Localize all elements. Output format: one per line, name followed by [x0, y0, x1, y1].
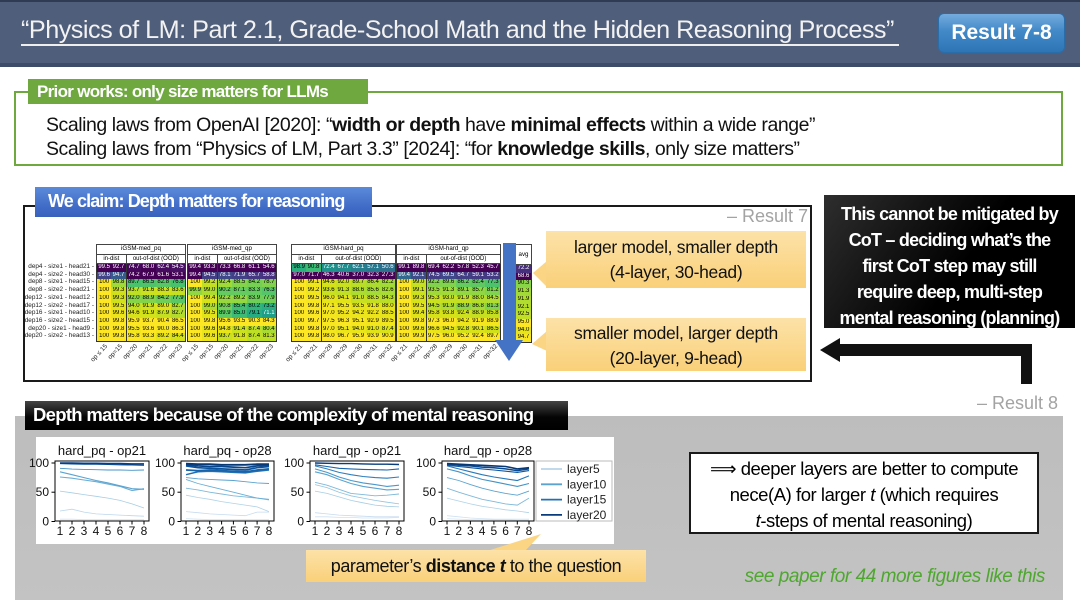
svg-text:3: 3	[467, 524, 474, 538]
svg-text:6: 6	[372, 524, 379, 538]
svg-text:7: 7	[129, 524, 136, 538]
svg-text:1: 1	[312, 524, 319, 538]
svg-text:6: 6	[242, 524, 249, 538]
svg-text:7: 7	[384, 524, 391, 538]
svg-text:2: 2	[455, 524, 462, 538]
svg-text:2: 2	[324, 524, 331, 538]
svg-text:7: 7	[514, 524, 521, 538]
svg-text:4: 4	[218, 524, 225, 538]
svg-text:layer15: layer15	[567, 493, 607, 507]
svg-text:50: 50	[291, 485, 305, 499]
svg-text:6: 6	[502, 524, 509, 538]
svg-text:layer20: layer20	[567, 508, 607, 522]
svg-text:100: 100	[416, 456, 436, 470]
svg-text:3: 3	[336, 524, 343, 538]
svg-text:50: 50	[36, 485, 50, 499]
svg-text:0: 0	[42, 515, 49, 529]
svg-text:100: 100	[155, 456, 175, 470]
svg-text:50: 50	[162, 485, 176, 499]
svg-text:100: 100	[284, 456, 304, 470]
svg-text:8: 8	[526, 524, 533, 538]
svg-text:0: 0	[297, 515, 304, 529]
svg-text:5: 5	[230, 524, 237, 538]
svg-text:8: 8	[396, 524, 403, 538]
svg-text:100: 100	[29, 456, 49, 470]
svg-text:0: 0	[429, 515, 436, 529]
svg-text:8: 8	[141, 524, 148, 538]
svg-text:5: 5	[491, 524, 498, 538]
svg-text:8: 8	[266, 524, 273, 538]
svg-text:4: 4	[93, 524, 100, 538]
svg-text:hard_pq - op28: hard_pq - op28	[183, 443, 271, 458]
svg-text:1: 1	[444, 524, 451, 538]
svg-text:3: 3	[206, 524, 213, 538]
svg-text:5: 5	[105, 524, 112, 538]
svg-text:2: 2	[69, 524, 76, 538]
svg-text:6: 6	[117, 524, 124, 538]
svg-text:50: 50	[423, 485, 437, 499]
svg-text:3: 3	[81, 524, 88, 538]
svg-text:7: 7	[254, 524, 261, 538]
svg-text:1: 1	[183, 524, 190, 538]
svg-text:4: 4	[479, 524, 486, 538]
svg-text:hard_qp - op28: hard_qp - op28	[444, 443, 532, 458]
svg-text:layer10: layer10	[567, 477, 607, 491]
svg-text:layer5: layer5	[567, 462, 600, 476]
svg-text:2: 2	[195, 524, 202, 538]
svg-text:hard_qp - op21: hard_qp - op21	[313, 443, 401, 458]
svg-text:hard_pq - op21: hard_pq - op21	[58, 443, 146, 458]
svg-text:0: 0	[168, 515, 175, 529]
svg-text:1: 1	[57, 524, 64, 538]
svg-text:4: 4	[348, 524, 355, 538]
svg-text:5: 5	[360, 524, 367, 538]
